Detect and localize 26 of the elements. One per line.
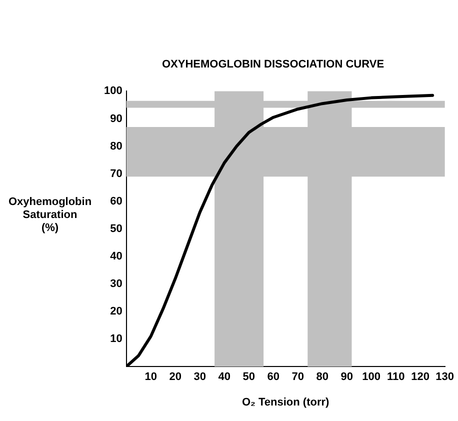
y-tick-label: 80: [110, 140, 122, 152]
x-tick-label: 90: [340, 371, 353, 384]
x-tick-label: 100: [362, 371, 381, 384]
x-tick-label: 40: [218, 371, 230, 384]
x-tick-label: 110: [386, 371, 405, 384]
y-tick-label: 40: [110, 250, 122, 262]
y-tick-label: 50: [110, 222, 122, 235]
x-tick-label: 50: [242, 371, 255, 384]
chart-title: OXYHEMOGLOBIN DISSOCIATION CURVE: [162, 58, 384, 71]
x-tick-label: 20: [169, 371, 182, 384]
x-tick-label: 10: [144, 371, 157, 384]
y-tick-label: 60: [110, 195, 122, 208]
y-tick-label: 100: [104, 85, 122, 98]
x-tick-label: 130: [436, 371, 454, 384]
x-tick-label: 30: [194, 371, 206, 384]
y-tick-label: 10: [110, 333, 122, 346]
x-tick-label: 60: [267, 371, 280, 384]
x-tick-label: 70: [292, 371, 304, 384]
y-axis-title: Oxyhemoglobin Saturation (%): [7, 196, 93, 235]
y-tick-label: 90: [110, 112, 122, 125]
y-tick-label: 30: [110, 278, 122, 290]
y-tick-label: 70: [110, 168, 122, 180]
x-tick-label: 80: [316, 371, 328, 384]
x-axis-title: O₂ Tension (torr): [242, 396, 330, 408]
x-tick-label: 120: [411, 371, 430, 384]
y-tick-label: 20: [110, 306, 122, 318]
